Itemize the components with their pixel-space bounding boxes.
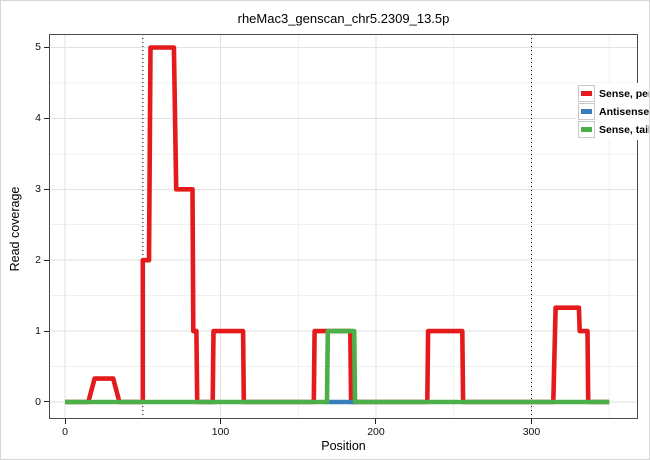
chart-canvas: [49, 34, 638, 419]
y-tick-mark: [44, 46, 49, 48]
x-tick-mark: [530, 419, 532, 424]
x-tick-label: 300: [522, 426, 541, 438]
x-tick-mark: [220, 419, 221, 424]
y-tick-mark: [44, 259, 49, 261]
y-tick-mark: [44, 401, 49, 403]
y-tick-label: 3: [35, 183, 41, 196]
legend-item-label: Antisense: [599, 105, 650, 118]
x-axis-label: Position: [321, 439, 366, 453]
legend-key-line-icon: [581, 109, 592, 114]
y-tick-mark: [44, 117, 49, 119]
plot-panel: Sense, perfect Antisense Sense, tailed: [49, 34, 649, 419]
y-tick-label: 1: [35, 325, 41, 338]
y-tick-label: 0: [35, 395, 41, 408]
x-tick-label: 100: [211, 426, 230, 438]
x-tick-mark: [375, 419, 377, 424]
y-tick-label: 5: [35, 41, 41, 54]
legend-item: Sense, perfect: [578, 85, 649, 102]
legend-key-swatch: [578, 103, 595, 120]
legend-item-label: Sense, tailed: [599, 123, 649, 136]
legend-item-label: Sense, perfect: [599, 87, 649, 100]
legend-item: Sense, tailed: [578, 121, 649, 138]
plot-title: rheMac3_genscan_chr5.2309_13.5p: [237, 11, 450, 26]
y-tick-label: 4: [35, 112, 41, 125]
x-tick-label: 200: [367, 426, 385, 438]
x-tick-mark: [64, 419, 66, 424]
series-line: [65, 328, 610, 405]
legend-key-swatch: [578, 121, 595, 138]
legend: Sense, perfect Antisense Sense, tailed: [576, 83, 650, 140]
y-tick-mark: [44, 330, 49, 332]
y-tick-label: 2: [35, 254, 41, 267]
legend-item: Antisense: [578, 103, 650, 120]
legend-key-swatch: [578, 85, 595, 102]
series-line: [65, 45, 610, 405]
y-tick-mark: [44, 188, 49, 190]
legend-key-line-icon: [581, 127, 592, 132]
legend-key-line-icon: [581, 91, 592, 96]
x-tick-label: 0: [62, 426, 68, 438]
y-axis-label: Read coverage: [8, 186, 22, 272]
